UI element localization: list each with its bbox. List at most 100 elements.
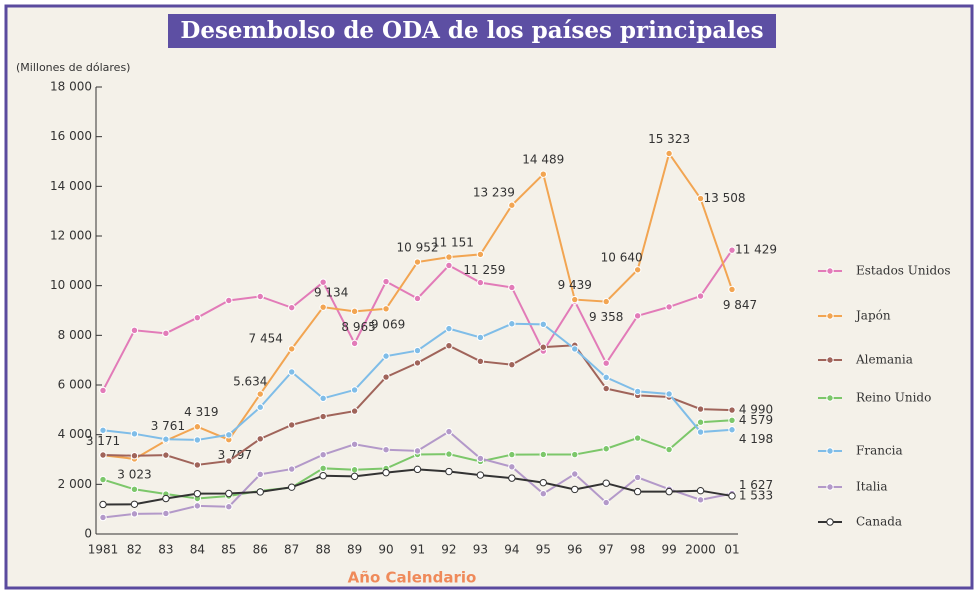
y-tick-label: 0 xyxy=(84,527,92,541)
data-point xyxy=(350,407,359,415)
data-point xyxy=(476,357,485,366)
y-tick-label: 12 000 xyxy=(50,229,92,243)
data-point xyxy=(445,261,453,270)
data-point xyxy=(193,423,202,431)
data-point xyxy=(539,170,547,178)
x-tick-label: 88 xyxy=(316,543,331,557)
data-point xyxy=(319,472,327,480)
data-point xyxy=(571,450,579,459)
data-label: 11 259 xyxy=(463,263,505,277)
chart-title: Desembolso de ODA de los países principa… xyxy=(180,17,763,44)
data-point xyxy=(225,489,233,498)
data-label: 9 134 xyxy=(314,286,348,300)
data-point xyxy=(508,474,516,482)
data-point xyxy=(319,464,327,473)
y-tick-label: 16 000 xyxy=(50,129,92,143)
data-point xyxy=(539,343,547,351)
x-tick-label: 84 xyxy=(190,543,205,557)
y-tick-label: 10 000 xyxy=(50,278,92,292)
data-point xyxy=(602,373,610,382)
data-point xyxy=(99,386,107,395)
data-point xyxy=(225,296,233,305)
data-label: 8 965 xyxy=(341,320,375,334)
data-point xyxy=(193,502,202,510)
data-point xyxy=(539,450,547,459)
data-point xyxy=(476,250,485,259)
legend-marker xyxy=(826,356,834,364)
data-point xyxy=(256,435,264,443)
data-point xyxy=(99,426,107,434)
data-point xyxy=(350,307,359,316)
data-point xyxy=(508,463,516,471)
data-point xyxy=(256,470,264,479)
data-point xyxy=(633,312,642,320)
legend-label: Japón xyxy=(854,309,891,323)
data-point xyxy=(350,472,359,481)
data-point xyxy=(539,489,547,498)
data-point xyxy=(633,434,642,442)
data-label: 13 239 xyxy=(473,186,515,200)
data-point xyxy=(571,485,579,494)
x-tick-label: 99 xyxy=(661,543,676,557)
data-point xyxy=(225,431,233,439)
data-point xyxy=(602,297,610,306)
x-tick-label: 90 xyxy=(378,543,393,557)
legend-marker xyxy=(826,447,834,455)
data-point xyxy=(288,345,296,353)
x-tick-label: 93 xyxy=(473,543,488,557)
data-point xyxy=(130,326,139,335)
data-label: 14 489 xyxy=(522,153,564,167)
data-point xyxy=(319,394,327,403)
data-label: 9 847 xyxy=(723,298,757,312)
data-point xyxy=(696,486,705,495)
data-label: 9 358 xyxy=(589,310,623,324)
data-point xyxy=(728,426,736,434)
x-tick-label: 96 xyxy=(567,543,582,557)
data-point xyxy=(508,450,516,459)
x-tick-label: 89 xyxy=(347,543,362,557)
x-tick-label: 91 xyxy=(410,543,425,557)
data-point xyxy=(728,246,736,254)
data-point xyxy=(728,492,736,500)
data-point xyxy=(382,277,390,286)
y-tick-label: 14 000 xyxy=(50,179,92,193)
data-label: 9 069 xyxy=(371,317,405,331)
data-point xyxy=(696,428,705,436)
legend-label: Reino Unido xyxy=(856,391,931,405)
data-point xyxy=(413,294,422,303)
data-point xyxy=(256,403,264,411)
data-point xyxy=(445,427,453,436)
x-tick-label: 92 xyxy=(441,543,456,557)
data-label: 9 439 xyxy=(558,278,592,292)
data-point xyxy=(413,359,422,367)
data-label: 5.634 xyxy=(233,375,267,389)
data-point xyxy=(445,467,453,476)
data-point xyxy=(350,440,359,448)
data-point xyxy=(256,292,264,301)
data-point xyxy=(665,487,673,496)
data-point xyxy=(350,339,359,348)
data-label: 4 990 xyxy=(739,403,773,417)
y-axis-label: (Millones de dólares) xyxy=(16,61,130,74)
data-point xyxy=(99,513,107,522)
data-point xyxy=(382,373,390,381)
data-point xyxy=(633,473,642,482)
data-point xyxy=(99,451,107,459)
x-tick-label: 87 xyxy=(284,543,299,557)
data-point xyxy=(696,418,705,426)
data-point xyxy=(350,466,359,474)
data-label: 3 171 xyxy=(86,434,120,448)
data-point xyxy=(130,500,139,508)
data-point xyxy=(728,406,736,414)
data-label: 15 323 xyxy=(648,132,690,146)
data-point xyxy=(382,468,390,477)
data-label: 11 151 xyxy=(432,236,474,250)
data-point xyxy=(413,465,422,474)
data-point xyxy=(633,487,642,496)
legend-label: Canada xyxy=(856,515,902,529)
legend-label: Francia xyxy=(856,444,903,458)
data-point xyxy=(571,470,579,478)
data-point xyxy=(162,435,170,443)
data-point xyxy=(130,485,139,493)
data-point xyxy=(162,329,170,338)
